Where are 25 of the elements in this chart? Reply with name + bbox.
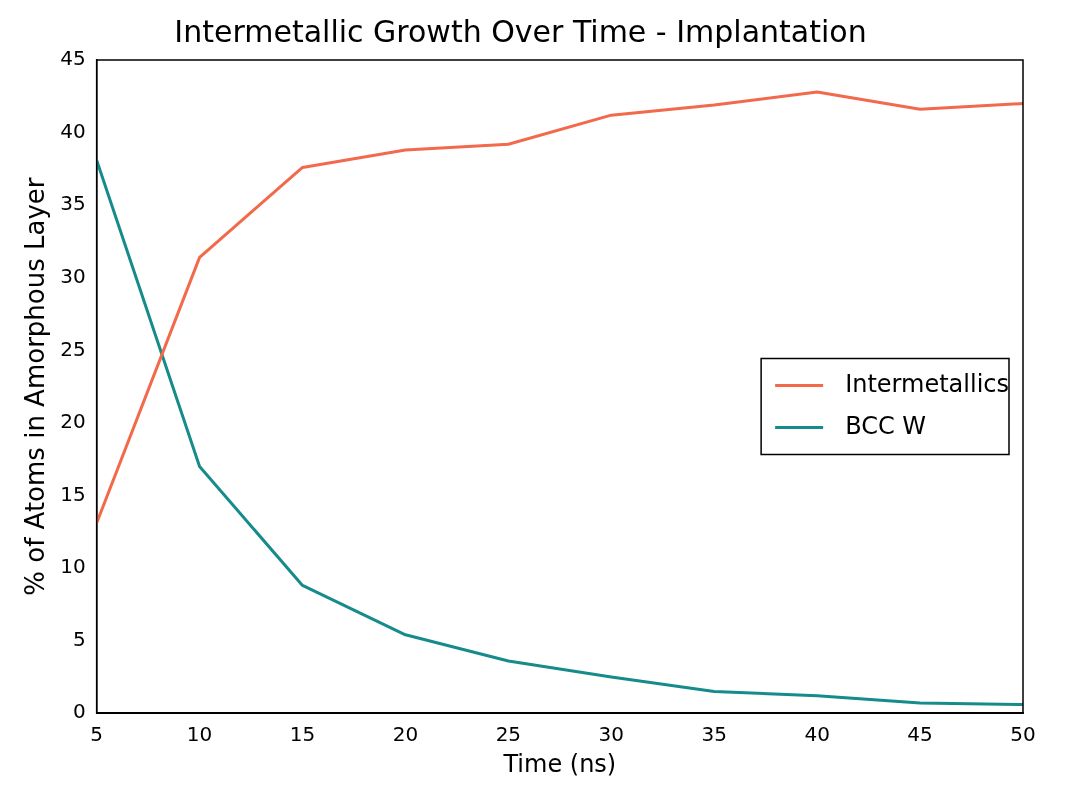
x-tick-label: 20 (392, 722, 419, 747)
y-tick-label: 5 (72, 626, 86, 651)
y-tick-label: 45 (60, 46, 86, 71)
x-axis-title: Time (ns) (502, 749, 617, 778)
legend-label: Intermetallics (845, 369, 1009, 398)
x-tick-label: 30 (598, 722, 625, 747)
x-tick-label: 40 (804, 722, 830, 747)
x-tick-label: 10 (186, 722, 213, 747)
y-axis-title: % of Atoms in Amorphous Layer (20, 177, 51, 596)
y-tick-label: 30 (60, 263, 86, 288)
y-tick-label: 10 (60, 554, 86, 579)
y-tick-label: 20 (60, 409, 86, 434)
y-tick-label: 40 (60, 118, 86, 143)
y-tick-label: 15 (60, 481, 86, 506)
x-tick-label: 35 (701, 722, 727, 747)
x-tick-label: 45 (907, 722, 933, 747)
y-tick-label: 35 (60, 191, 86, 216)
chart-title: Intermetallic Growth Over Time - Implantation (174, 13, 867, 49)
x-tick-label: 5 (90, 722, 104, 747)
x-tick-label: 15 (289, 722, 316, 747)
legend-label: BCC W (845, 411, 927, 440)
x-tick-label: 50 (1010, 722, 1036, 747)
x-tick-label: 25 (495, 722, 522, 747)
y-tick-label: 0 (72, 699, 86, 724)
y-tick-label: 25 (60, 336, 86, 361)
